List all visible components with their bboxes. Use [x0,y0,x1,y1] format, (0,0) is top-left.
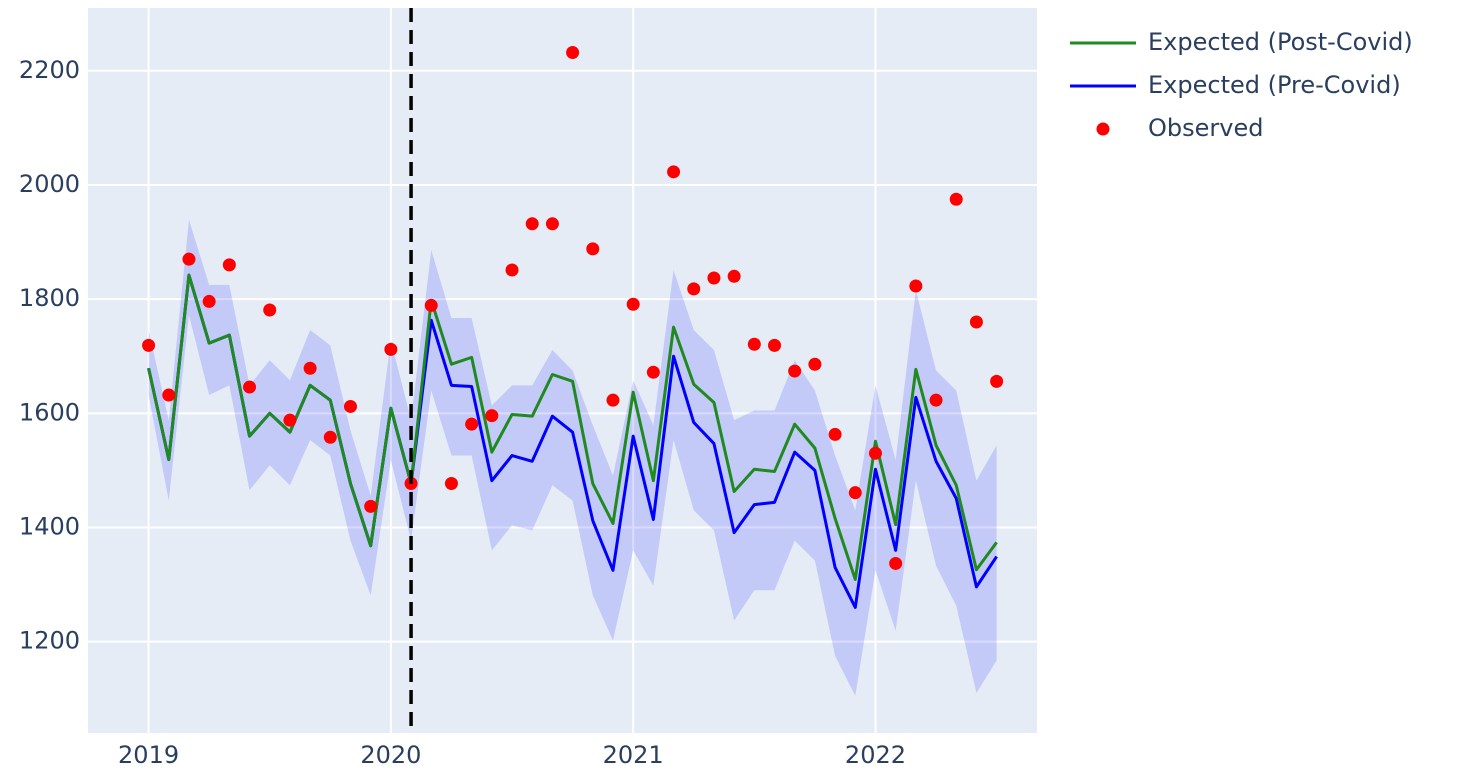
observed-point [990,374,1004,388]
observed-point [707,271,721,285]
x-tick-label: 2019 [118,741,179,769]
legend-label: Observed [1148,114,1263,142]
observed-point [646,365,660,379]
observed-point [465,417,479,431]
observed-point [687,282,701,296]
observed-point [202,294,216,308]
y-tick-label: 1600 [19,398,80,426]
observed-point [969,315,983,329]
observed-point [909,279,923,293]
observed-point [343,399,357,413]
x-tick-label: 2020 [360,741,421,769]
observed-point [243,380,257,394]
observed-point [283,413,297,427]
observed-point [162,388,176,402]
observed-point [303,361,317,375]
observed-point [142,338,156,352]
y-tick-label: 1400 [19,512,80,540]
marks [142,8,1004,733]
observed-point [747,337,761,351]
observed-point [828,427,842,441]
legend-label: Expected (Post-Covid) [1148,28,1413,56]
observed-point [868,446,882,460]
observed-point [889,556,903,570]
observed-point [222,258,236,272]
observed-point [384,342,398,356]
y-tick-label: 2200 [19,56,80,84]
observed-point [848,486,862,500]
observed-point [545,217,559,231]
observed-point [263,303,277,317]
y-tick-label: 2000 [19,170,80,198]
observed-point [808,357,822,371]
x-tick-label: 2021 [603,741,664,769]
observed-point [788,364,802,378]
confidence-band [148,219,997,696]
observed-point [444,477,458,491]
observed-point [525,217,539,231]
observed-point [182,252,196,266]
legend-swatch [1096,122,1110,136]
observed-point [424,298,438,312]
observed-point [667,165,681,179]
observed-point [364,499,378,513]
observed-point [505,263,519,277]
observed-point [485,409,499,423]
y-tick-label: 1200 [19,627,80,655]
plot-area [88,8,1037,733]
observed-point [626,297,640,311]
observed-point [949,192,963,206]
x-tick-label: 2022 [845,741,906,769]
observed-point [323,430,337,444]
y-tick-label: 1800 [19,284,80,312]
observed-point [606,393,620,407]
observed-point [768,338,782,352]
series-line [147,273,998,581]
observed-point [566,46,580,60]
observed-point [727,269,741,283]
observed-point [586,242,600,256]
legend-label: Expected (Pre-Covid) [1148,71,1401,99]
observed-point [929,393,943,407]
legend: Expected (Post-Covid) Expected (Pre-Covid… [1070,28,1413,142]
